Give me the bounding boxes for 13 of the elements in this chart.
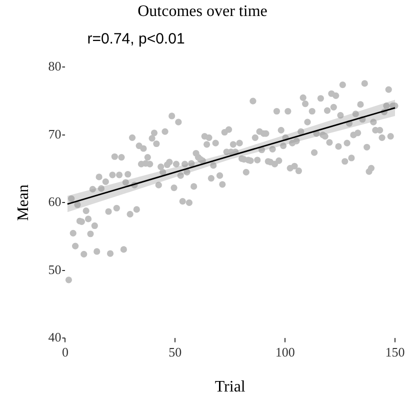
y-axis-title: Mean <box>14 184 32 221</box>
x-tick-label: 150 <box>385 344 405 360</box>
x-axis-title: Trial <box>214 378 246 396</box>
text: r=0.74, p<0.01 <box>87 30 185 48</box>
x-tick-label: 0 <box>62 344 68 360</box>
x-tick-label: 100 <box>275 344 295 360</box>
y-tick-label: 80 <box>48 58 62 74</box>
y-tick-label: 70 <box>48 126 62 142</box>
y-tick-label: 40 <box>48 330 62 345</box>
x-tick-label: 50 <box>168 344 182 360</box>
y-tick-label: 50 <box>48 262 62 277</box>
chart-title: Outcomes over time <box>138 2 268 20</box>
y-tick-label: 60 <box>48 194 62 210</box>
